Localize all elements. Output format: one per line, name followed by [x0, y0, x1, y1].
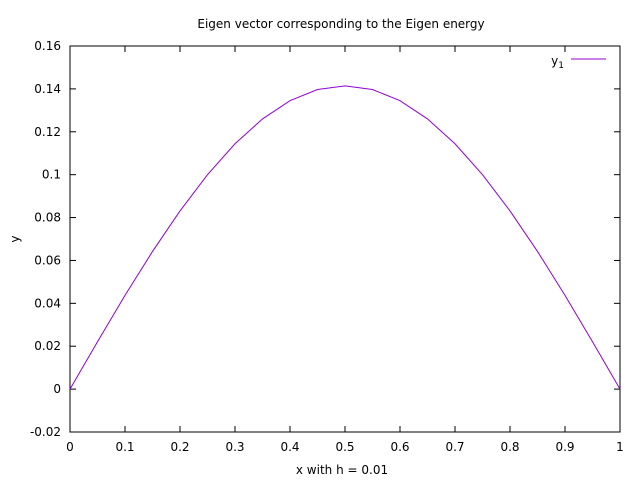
x-tick-label: 0.6 [390, 440, 409, 454]
x-tick-label: 0.1 [115, 440, 134, 454]
chart-title: Eigen vector corresponding to the Eigen … [197, 17, 484, 31]
x-tick-label: 0.3 [225, 440, 244, 454]
x-tick-label: 0 [66, 440, 74, 454]
legend: y1 [551, 54, 606, 71]
y-tick-label: 0.02 [34, 339, 61, 353]
y-axis-label: y [8, 235, 22, 242]
y-tick-label: 0.04 [34, 296, 61, 310]
plot-frame [69, 45, 621, 433]
y-tick-label: 0.16 [34, 39, 61, 53]
plot-area: 0 0.1 0.2 0.3 0.4 0.5 0.6 0.7 0.8 0.9 1 -0.02 0 0.02 0… [30, 39, 624, 454]
y-tick-label: 0.08 [34, 211, 61, 225]
tick-labels: 0 0.1 0.2 0.3 0.4 0.5 0.6 0.7 0.8 0.9 1 -0.02 0 0.02 0… [30, 39, 624, 454]
x-tick-label: 0.2 [170, 440, 189, 454]
ticks [69, 45, 621, 433]
legend-label: y1 [551, 54, 564, 71]
x-tick-label: 0.8 [500, 440, 519, 454]
x-tick-label: 0.4 [280, 440, 299, 454]
x-tick-label: 0.5 [335, 440, 354, 454]
legend-label-subscript: 1 [558, 61, 564, 71]
y-tick-label: 0.1 [42, 168, 61, 182]
y-tick-label: 0.06 [34, 253, 61, 267]
x-tick-label: 0.9 [555, 440, 574, 454]
y-tick-label: 0.14 [34, 82, 61, 96]
x-axis-label: x with h = 0.01 [296, 463, 388, 477]
y-tick-label: 0.12 [34, 125, 61, 139]
x-tick-label: 1 [616, 440, 624, 454]
x-tick-label: 0.7 [445, 440, 464, 454]
series-group [69, 85, 621, 390]
y-tick-label: 0 [53, 382, 61, 396]
legend-label-main: y [551, 54, 558, 68]
y-tick-label: -0.02 [30, 425, 61, 439]
series-line [69, 85, 621, 390]
